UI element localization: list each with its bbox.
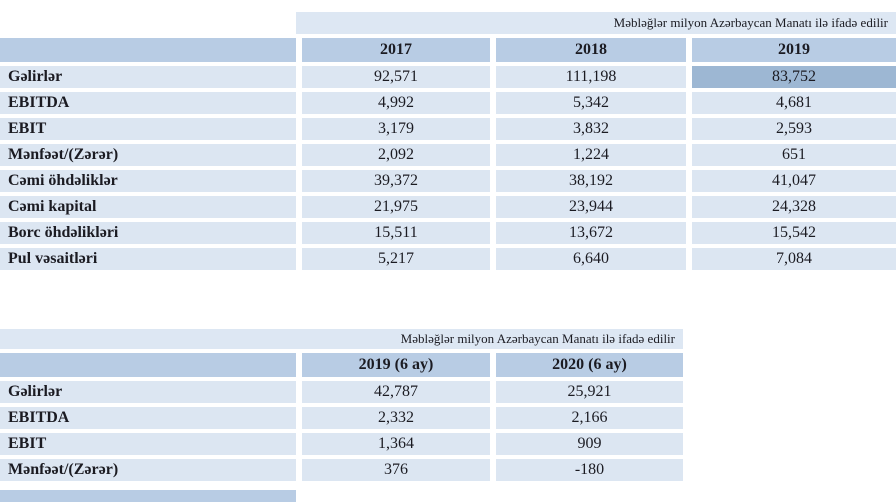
cell-value: 376 [302,459,490,481]
row-label: Cəmi öhdəliklər [0,170,296,192]
table-row: EBITDA 4,992 5,342 4,681 [0,92,896,114]
cell-value: 92,571 [302,66,490,88]
cell-value: 7,084 [692,248,896,270]
cell-value: 25,921 [496,381,683,403]
cell-value: 5,217 [302,248,490,270]
row-label: Gəlirlər [0,381,296,403]
cell-value: 21,975 [302,196,490,218]
row-label: EBITDA [0,407,296,429]
table-row: Gəlirlər 42,787 25,921 [0,381,683,403]
selected-value: 83,752 [692,66,896,88]
row-label: Cəmi kapital [0,196,296,218]
cell-value: 6,640 [496,248,686,270]
table-row: EBITDA 2,332 2,166 [0,407,683,429]
cell-value: 23,944 [496,196,686,218]
cell-value: -180 [496,459,683,481]
table-row: Gəlirlər 92,571 111,198 83,752 [0,66,896,88]
table-row: Mənfəət/(Zərər) 376 -180 [0,459,683,481]
row-label: EBIT [0,118,296,140]
cell-value: 2,332 [302,407,490,429]
cell-value: 909 [496,433,683,455]
cell-value: 38,192 [496,170,686,192]
table-row: Pul vəsaitləri 5,217 6,640 7,084 [0,248,896,270]
half-year-financials-table: Məbləğlər milyon Azərbaycan Manatı ilə i… [0,329,683,481]
cell-value: 3,832 [496,118,686,140]
column-header: 2017 [302,38,490,62]
column-header: 2018 [496,38,686,62]
cell-value: 5,342 [496,92,686,114]
column-header: 2019 [692,38,896,62]
cell-value: 111,198 [496,66,686,88]
cell-value: 41,047 [692,170,896,192]
row-label: Mənfəət/(Zərər) [0,144,296,166]
table-header-row: 2019 (6 ay) 2020 (6 ay) [0,353,683,377]
row-label: EBIT [0,433,296,455]
cell-value: 651 [692,144,896,166]
row-label: EBITDA [0,92,296,114]
row-label: Mənfəət/(Zərər) [0,459,296,481]
cell-value: 4,681 [692,92,896,114]
cell-value: 15,542 [692,222,896,244]
table-row: EBIT 3,179 3,832 2,593 [0,118,896,140]
cell-value: 42,787 [302,381,490,403]
cell-value: 3,179 [302,118,490,140]
row-label-header [0,353,296,377]
table-row: Cəmi öhdəliklər 39,372 38,192 41,047 [0,170,896,192]
cut-off-next-table-band [0,490,296,502]
cell-value: 2,593 [692,118,896,140]
cell-value: 2,166 [496,407,683,429]
table-row: Mənfəət/(Zərər) 2,092 1,224 651 [0,144,896,166]
cell-value: 15,511 [302,222,490,244]
cell-value: 1,364 [302,433,490,455]
column-header: 2019 (6 ay) [302,353,490,377]
table-row: Borc öhdəlikləri 15,511 13,672 15,542 [0,222,896,244]
annual-financials-table: Məbləğlər milyon Azərbaycan Manatı ilə i… [0,12,896,270]
row-label: Pul vəsaitləri [0,248,296,270]
cell-value: 39,372 [302,170,490,192]
row-label: Gəlirlər [0,66,296,88]
table-body: Gəlirlər 92,571 111,198 83,752 EBITDA 4,992 5,… [0,66,896,270]
row-label-header [0,38,296,62]
cell-value: 24,328 [692,196,896,218]
amounts-units-note: Məbləğlər milyon Azərbaycan Manatı ilə i… [0,329,683,349]
cell-value: 1,224 [496,144,686,166]
cell-value: 13,672 [496,222,686,244]
column-header: 2020 (6 ay) [496,353,683,377]
cell-value: 83,752 [692,66,896,88]
table-row: EBIT 1,364 909 [0,433,683,455]
amounts-units-note: Məbləğlər milyon Azərbaycan Manatı ilə i… [296,12,896,34]
table-header-row: 2017 2018 2019 [0,38,896,62]
cell-value: 4,992 [302,92,490,114]
table-row: Cəmi kapital 21,975 23,944 24,328 [0,196,896,218]
table-body: Gəlirlər 42,787 25,921 EBITDA 2,332 2,166 EBIT… [0,381,683,481]
row-label: Borc öhdəlikləri [0,222,296,244]
cell-value: 2,092 [302,144,490,166]
